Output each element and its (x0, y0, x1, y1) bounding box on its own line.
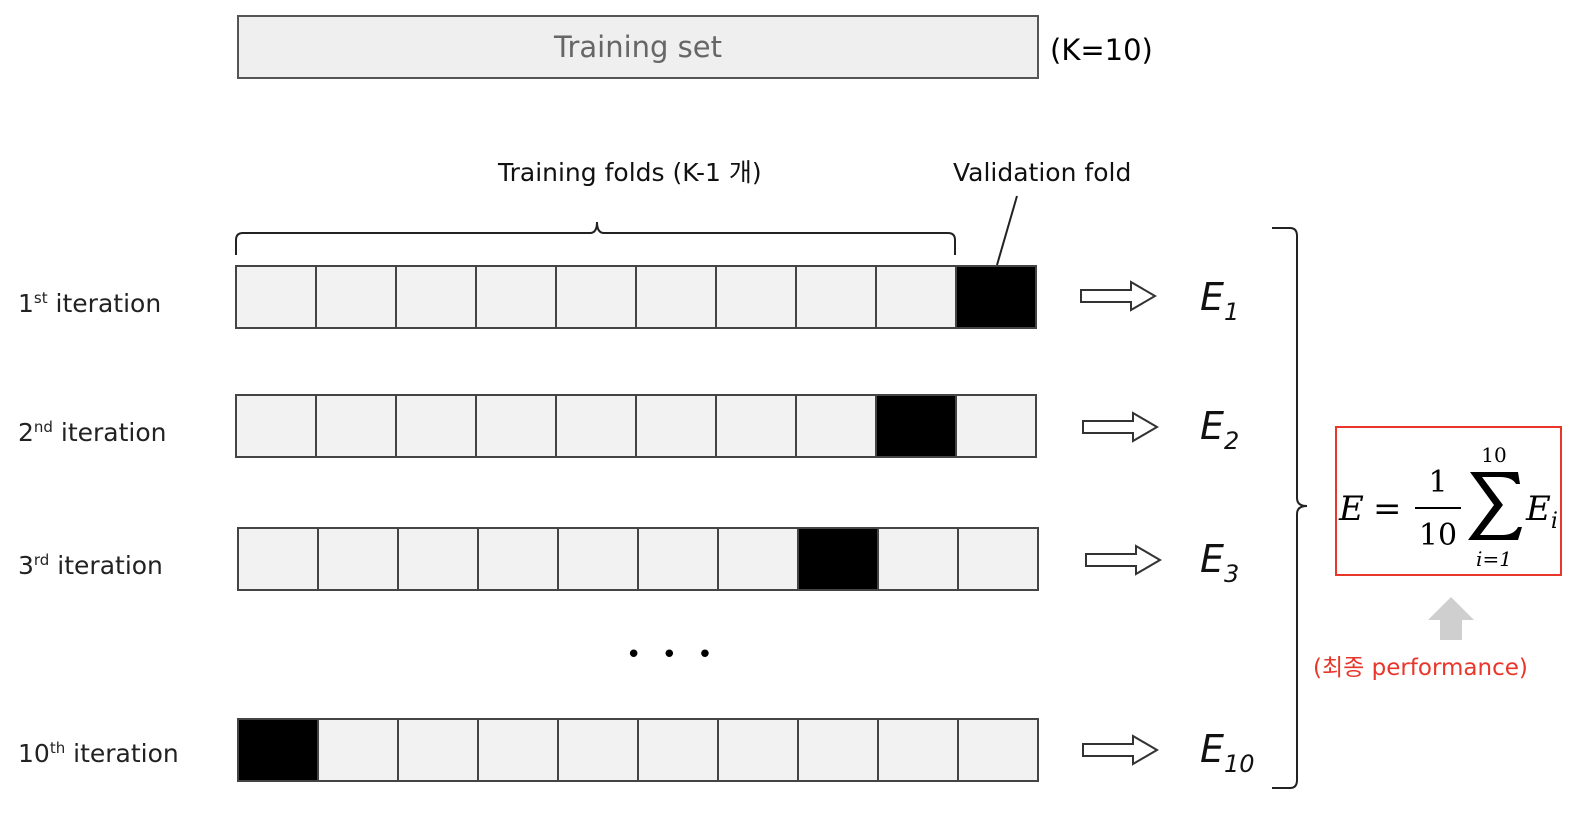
formula-lhs: E (1338, 489, 1364, 529)
training-fold-cell (319, 720, 397, 780)
error-label-1: E1 (1200, 275, 1240, 326)
training-fold-cell (639, 720, 717, 780)
training-fold-cell (399, 720, 477, 780)
error-label-3: E3 (1200, 537, 1240, 588)
training-folds-label: Training folds (K-1 개) (498, 158, 762, 187)
formula-term: Ei (1525, 489, 1558, 534)
training-set-label: Training set (554, 30, 722, 64)
training-fold-cell (959, 529, 1037, 589)
training-folds-brace (235, 221, 956, 255)
validation-fold-cell (799, 529, 877, 589)
training-fold-cell (397, 396, 475, 456)
formula-numerator: 1 (1428, 465, 1447, 500)
up-arrow-icon (1428, 597, 1474, 640)
training-fold-cell (719, 529, 797, 589)
training-fold-cell (799, 720, 877, 780)
k-label: (K=10) (1050, 33, 1153, 67)
fold-row-10 (237, 718, 1039, 782)
training-fold-cell (237, 396, 315, 456)
training-fold-cell (237, 267, 315, 327)
training-fold-cell (559, 529, 637, 589)
training-fold-cell (797, 267, 875, 327)
training-fold-cell (479, 720, 557, 780)
formula-upper-limit: 10 (1481, 443, 1506, 467)
arrow-icon-1 (1080, 280, 1157, 312)
ellipsis: • • • (626, 640, 719, 670)
training-fold-cell (317, 267, 395, 327)
training-fold-cell (477, 267, 555, 327)
iteration-label-3: 3rd iteration (18, 551, 163, 580)
training-fold-cell (719, 720, 797, 780)
fold-row-2 (235, 394, 1037, 458)
training-fold-cell (317, 396, 395, 456)
error-label-10: E10 (1200, 727, 1255, 778)
training-fold-cell (399, 529, 477, 589)
training-fold-cell (639, 529, 717, 589)
training-fold-cell (557, 267, 635, 327)
training-fold-cell (957, 396, 1035, 456)
fold-row-3 (237, 527, 1039, 591)
training-fold-cell (879, 529, 957, 589)
error-label-2: E2 (1200, 404, 1240, 455)
arrow-icon-10 (1082, 734, 1159, 766)
iteration-label-10: 10th iteration (18, 739, 179, 768)
training-fold-cell (479, 529, 557, 589)
training-fold-cell (397, 267, 475, 327)
training-fold-cell (717, 267, 795, 327)
validation-fold-label: Validation fold (953, 158, 1132, 187)
training-fold-cell (557, 396, 635, 456)
training-fold-cell (879, 720, 957, 780)
training-fold-cell (477, 396, 555, 456)
validation-fold-cell (877, 396, 955, 456)
final-performance-label: (최종 performance) (1313, 655, 1528, 681)
formula-box (1335, 426, 1562, 576)
summary-bracket (1272, 227, 1308, 789)
formula-equals: = (1373, 489, 1402, 529)
validation-fold-cell (239, 720, 317, 780)
training-fold-cell (877, 267, 955, 327)
training-fold-cell (797, 396, 875, 456)
iteration-label-2: 2nd iteration (18, 418, 167, 447)
iteration-label-1: 1st iteration (18, 289, 162, 318)
training-fold-cell (559, 720, 637, 780)
validation-fold-cell (957, 267, 1035, 327)
training-fold-cell (239, 529, 317, 589)
arrow-icon-2 (1082, 411, 1159, 443)
fold-row-1 (235, 265, 1037, 329)
formula-denominator: 10 (1419, 518, 1457, 553)
training-set-box: Training set (237, 15, 1039, 79)
formula-lower-limit: i=1 (1476, 547, 1512, 571)
training-fold-cell (959, 720, 1037, 780)
training-fold-cell (717, 396, 795, 456)
validation-fold-pointer (996, 195, 1018, 266)
training-fold-cell (637, 396, 715, 456)
training-fold-cell (319, 529, 397, 589)
training-fold-cell (637, 267, 715, 327)
arrow-icon-3 (1085, 544, 1162, 576)
sigma-icon (1468, 472, 1522, 540)
